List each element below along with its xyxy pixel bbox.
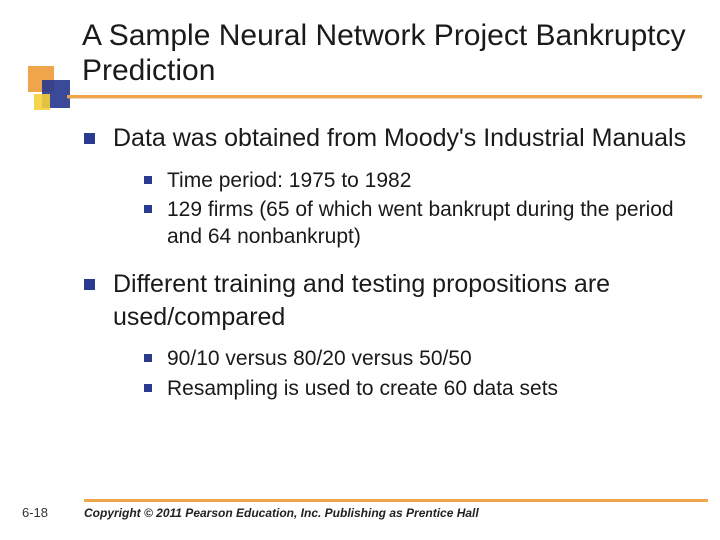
sub-bullet-text: 90/10 versus 80/20 versus 50/50: [167, 345, 472, 372]
corner-decoration: [28, 66, 72, 110]
square-bullet-icon: [144, 384, 152, 392]
sub-bullet-text: Resampling is used to create 60 data set…: [167, 375, 558, 402]
deco-square-yellow: [34, 94, 50, 110]
deco-square-navy: [42, 80, 70, 108]
slide-title: A Sample Neural Network Project Bankrupt…: [82, 18, 690, 89]
bullet-level1: Data was obtained from Moody's Industria…: [84, 122, 692, 250]
sub-bullet-list: 90/10 versus 80/20 versus 50/50 Resampli…: [144, 345, 692, 402]
bullet-level2: 90/10 versus 80/20 versus 50/50: [144, 345, 692, 372]
square-bullet-icon: [84, 133, 95, 144]
sub-bullet-text: 129 firms (65 of which went bankrupt dur…: [167, 196, 692, 251]
bullet-level2: 129 firms (65 of which went bankrupt dur…: [144, 196, 692, 251]
footer-divider: [84, 499, 708, 502]
bullet-text: Data was obtained from Moody's Industria…: [113, 122, 686, 155]
sub-bullet-text: Time period: 1975 to 1982: [167, 167, 411, 194]
square-bullet-icon: [144, 205, 152, 213]
bullet-level1: Different training and testing propositi…: [84, 268, 692, 402]
square-bullet-icon: [144, 176, 152, 184]
title-underline-shadow: [67, 98, 702, 99]
square-bullet-icon: [84, 279, 95, 290]
bullet-text: Different training and testing propositi…: [113, 268, 692, 333]
copyright-text: Copyright © 2011 Pearson Education, Inc.…: [84, 506, 700, 520]
bullet-level2: Time period: 1975 to 1982: [144, 167, 692, 194]
square-bullet-icon: [144, 354, 152, 362]
deco-square-orange: [28, 66, 54, 92]
slide: A Sample Neural Network Project Bankrupt…: [0, 0, 720, 540]
page-number: 6-18: [22, 505, 48, 520]
slide-content: Data was obtained from Moody's Industria…: [84, 122, 692, 420]
bullet-level2: Resampling is used to create 60 data set…: [144, 375, 692, 402]
sub-bullet-list: Time period: 1975 to 1982 129 firms (65 …: [144, 167, 692, 251]
